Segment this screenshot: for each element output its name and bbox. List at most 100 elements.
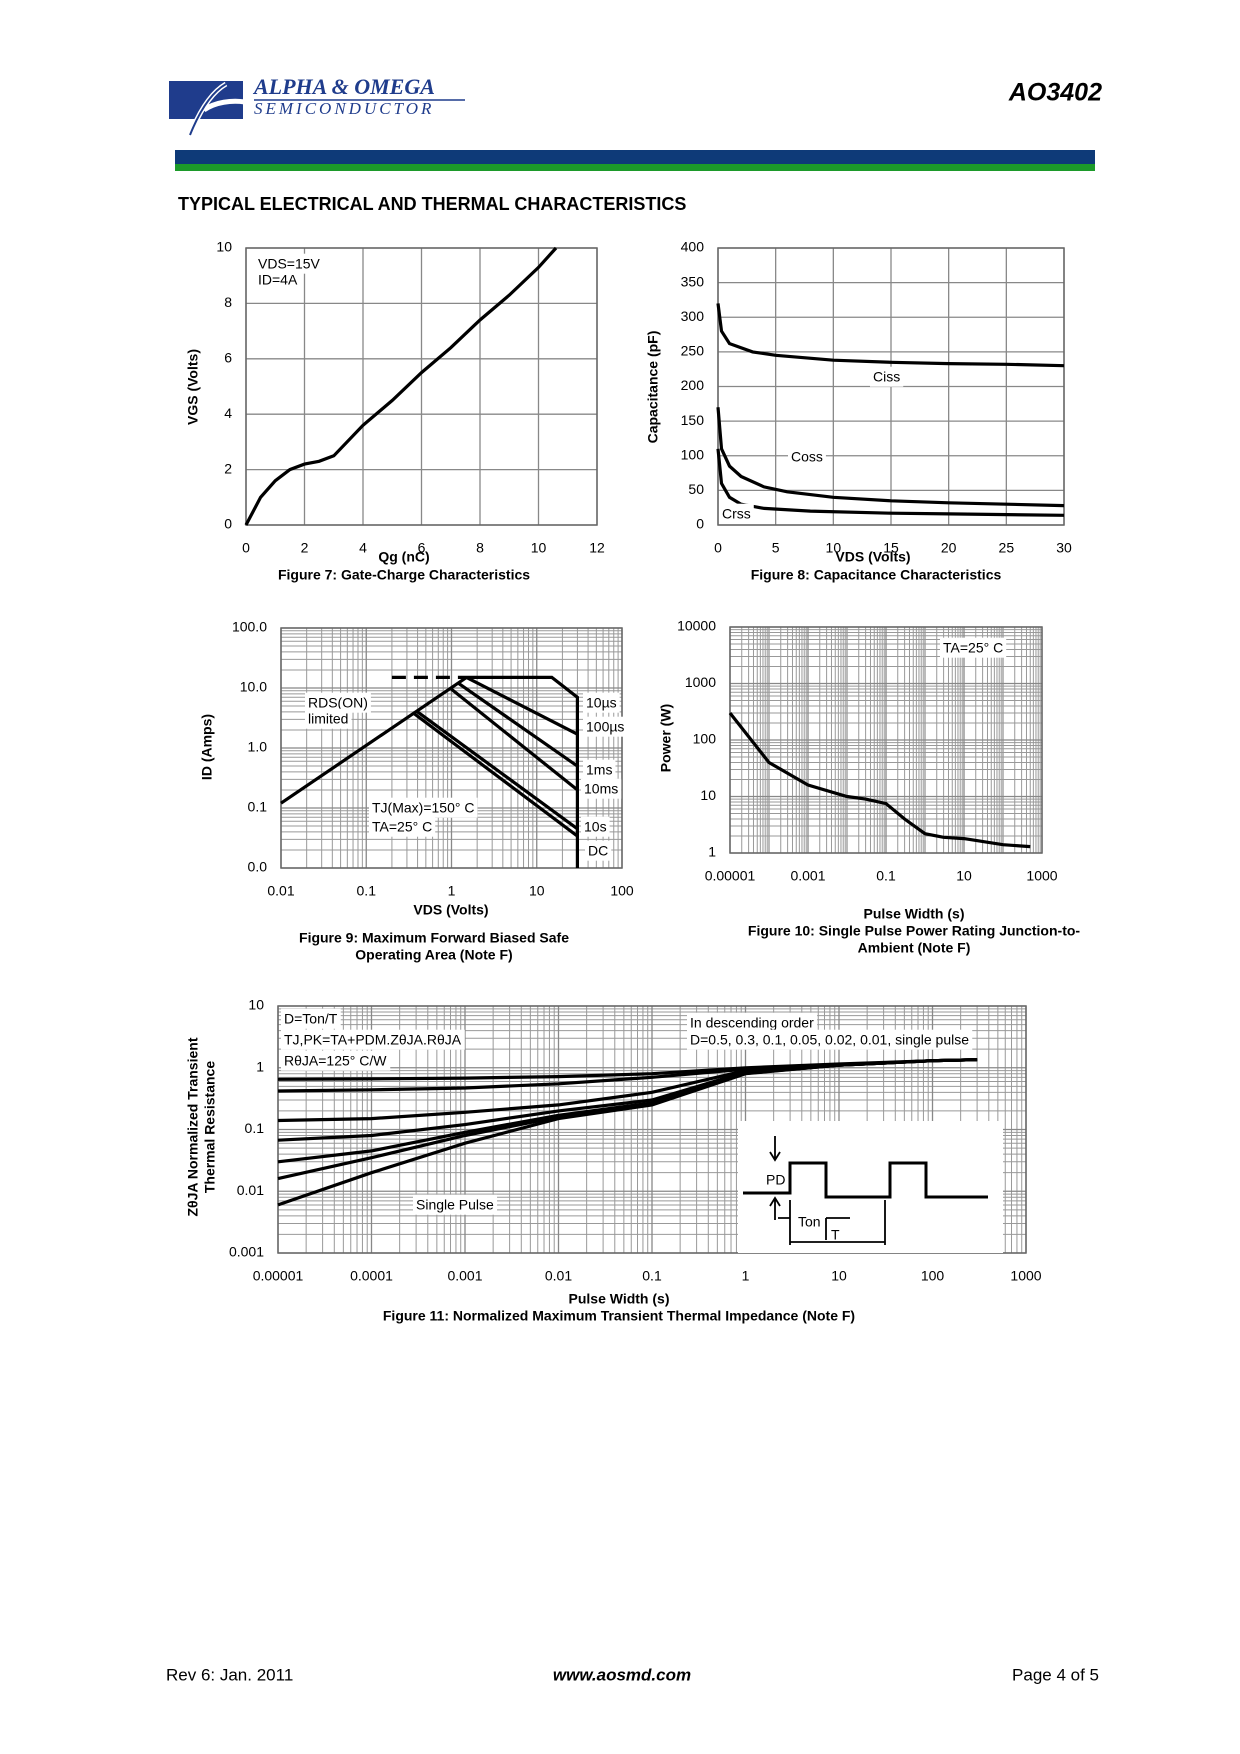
y-tick-label: 2 bbox=[224, 460, 232, 476]
chart-title: Ambient (Note F) bbox=[858, 940, 971, 956]
series-line bbox=[465, 675, 579, 736]
series-line bbox=[277, 1058, 978, 1207]
y-tick-label: 350 bbox=[681, 273, 705, 289]
footer-revision: Rev 6: Jan. 2011 bbox=[166, 1665, 293, 1684]
label-bg bbox=[687, 1012, 818, 1033]
series-label: 100µs bbox=[586, 719, 624, 735]
footer-page: Page 4 of 5 bbox=[1012, 1665, 1099, 1684]
x-axis-label: Pulse Width (s) bbox=[569, 1291, 670, 1307]
y-tick-label: 0.1 bbox=[248, 799, 268, 815]
logo bbox=[169, 81, 246, 136]
x-tick-label: 4 bbox=[359, 540, 367, 556]
series-line bbox=[244, 246, 558, 526]
plot-border bbox=[245, 247, 598, 526]
label-bg bbox=[255, 253, 324, 274]
y-axis-label: Power (W) bbox=[658, 704, 674, 772]
y-tick-label: 100 bbox=[693, 731, 717, 747]
section-title: TYPICAL ELECTRICAL AND THERMAL CHARACTER… bbox=[178, 194, 686, 214]
label-bg bbox=[305, 692, 371, 713]
blue-bar bbox=[175, 150, 1095, 164]
annotation: Ton bbox=[798, 1214, 821, 1230]
series-line bbox=[411, 711, 579, 868]
series-line bbox=[716, 407, 1065, 508]
series-label: Crss bbox=[722, 506, 751, 522]
annotation: Single Pulse bbox=[416, 1197, 494, 1213]
x-tick-label: 0.1 bbox=[642, 1268, 662, 1284]
y-tick-label: 100 bbox=[681, 446, 705, 462]
series-line bbox=[450, 688, 579, 792]
label-bg bbox=[583, 692, 620, 713]
label-bg bbox=[583, 716, 628, 737]
x-tick-label: 0.01 bbox=[267, 883, 294, 899]
series-label: 10ms bbox=[584, 781, 618, 797]
y-tick-label: 400 bbox=[681, 239, 705, 255]
x-tick-label: 10 bbox=[826, 540, 842, 556]
y-tick-label: 10000 bbox=[677, 618, 716, 634]
plot-border bbox=[729, 626, 1043, 854]
x-tick-label: 0.0001 bbox=[350, 1268, 393, 1284]
inset-box bbox=[738, 1121, 1003, 1253]
series-label: Coss bbox=[791, 449, 823, 465]
y-tick-label: 50 bbox=[688, 481, 704, 497]
y-tick-label: 6 bbox=[224, 350, 232, 366]
x-tick-label: 100 bbox=[610, 883, 634, 899]
y-tick-label: 4 bbox=[224, 405, 232, 421]
x-tick-label: 0.001 bbox=[447, 1268, 482, 1284]
x-tick-label: 1000 bbox=[1026, 868, 1057, 884]
x-tick-label: 10 bbox=[529, 883, 545, 899]
plot-border bbox=[280, 627, 623, 869]
series-label: 10s bbox=[584, 819, 607, 835]
green-bar bbox=[175, 164, 1095, 171]
chart: 0 5 10 15 20 25 30050100150200250300350400Figu… bbox=[645, 239, 1072, 583]
y-tick-label: 10 bbox=[248, 997, 264, 1013]
chart: 0.00001 0.001 0.1 10 1000 1 10 100 1000 10000 Figu… bbox=[658, 618, 1081, 956]
x-tick-label: 1000 bbox=[1010, 1268, 1041, 1284]
annotation: TA=25° C bbox=[372, 819, 432, 835]
company: ALPHA & OMEGA bbox=[252, 74, 435, 99]
chart: 0.01 0.1 1 10 100 0.0 0.1 1.0 10.0 100.0 Figure 9:… bbox=[199, 619, 634, 963]
x-axis-label: Qg (nC) bbox=[378, 549, 429, 565]
annotation: VDS=15V bbox=[258, 256, 321, 272]
plot-border bbox=[277, 1005, 1027, 1254]
chart-title: Operating Area (Note F) bbox=[355, 947, 512, 963]
annotation: D=0.5, 0.3, 0.1, 0.05, 0.02, 0.01, singl… bbox=[690, 1032, 969, 1048]
label-bg bbox=[281, 1050, 391, 1071]
x-axis-label: VDS (Volts) bbox=[413, 902, 488, 918]
label-bg bbox=[583, 759, 616, 780]
annotation: D=Ton/T bbox=[284, 1011, 338, 1027]
y-tick-label: 0.01 bbox=[237, 1182, 264, 1198]
series-label: DC bbox=[588, 843, 608, 859]
annotation: PD bbox=[766, 1172, 785, 1188]
chart-title: Figure 10: Single Pulse Power Rating Jun… bbox=[748, 923, 1080, 939]
arrow bbox=[769, 1136, 886, 1245]
y-tick-label: 1.0 bbox=[248, 739, 268, 755]
chart-title: Figure 11: Normalized Maximum Transient … bbox=[383, 1308, 855, 1324]
label-bg bbox=[255, 269, 301, 290]
x-tick-label: 20 bbox=[941, 540, 957, 556]
y-tick-label: 100.0 bbox=[232, 619, 267, 635]
y-tick-label: 0 bbox=[696, 516, 704, 532]
x-tick-label: 25 bbox=[999, 540, 1015, 556]
x-tick-label: 5 bbox=[772, 540, 780, 556]
part-number: AO3402 bbox=[1008, 79, 1102, 107]
x-tick-label: 0 bbox=[242, 540, 250, 556]
y-axis-label: ZθJA Normalized Transient bbox=[185, 1037, 201, 1216]
series-line bbox=[280, 676, 468, 805]
label-bg bbox=[413, 1194, 498, 1215]
x-tick-label: 0.1 bbox=[357, 883, 377, 899]
annotation: limited bbox=[308, 711, 348, 727]
label-bg bbox=[719, 503, 754, 524]
y-tick-label: 250 bbox=[681, 343, 705, 359]
plot-border bbox=[717, 247, 1065, 526]
label-bg bbox=[369, 816, 436, 837]
chart: 0.00001 0.0001 0.001 0.01 0.1 1 10 100 1000 0.001… bbox=[185, 997, 1042, 1324]
x-tick-label: 10 bbox=[831, 1268, 847, 1284]
x-tick-label: 10 bbox=[531, 540, 547, 556]
series-line bbox=[457, 681, 579, 768]
y-tick-label: 1000 bbox=[685, 674, 716, 690]
annotation: TJ(Max)=150° C bbox=[372, 800, 474, 816]
label-bg bbox=[281, 1008, 341, 1029]
division: SEMICONDUCTOR bbox=[254, 99, 434, 118]
y-tick-label: 1 bbox=[708, 844, 716, 860]
